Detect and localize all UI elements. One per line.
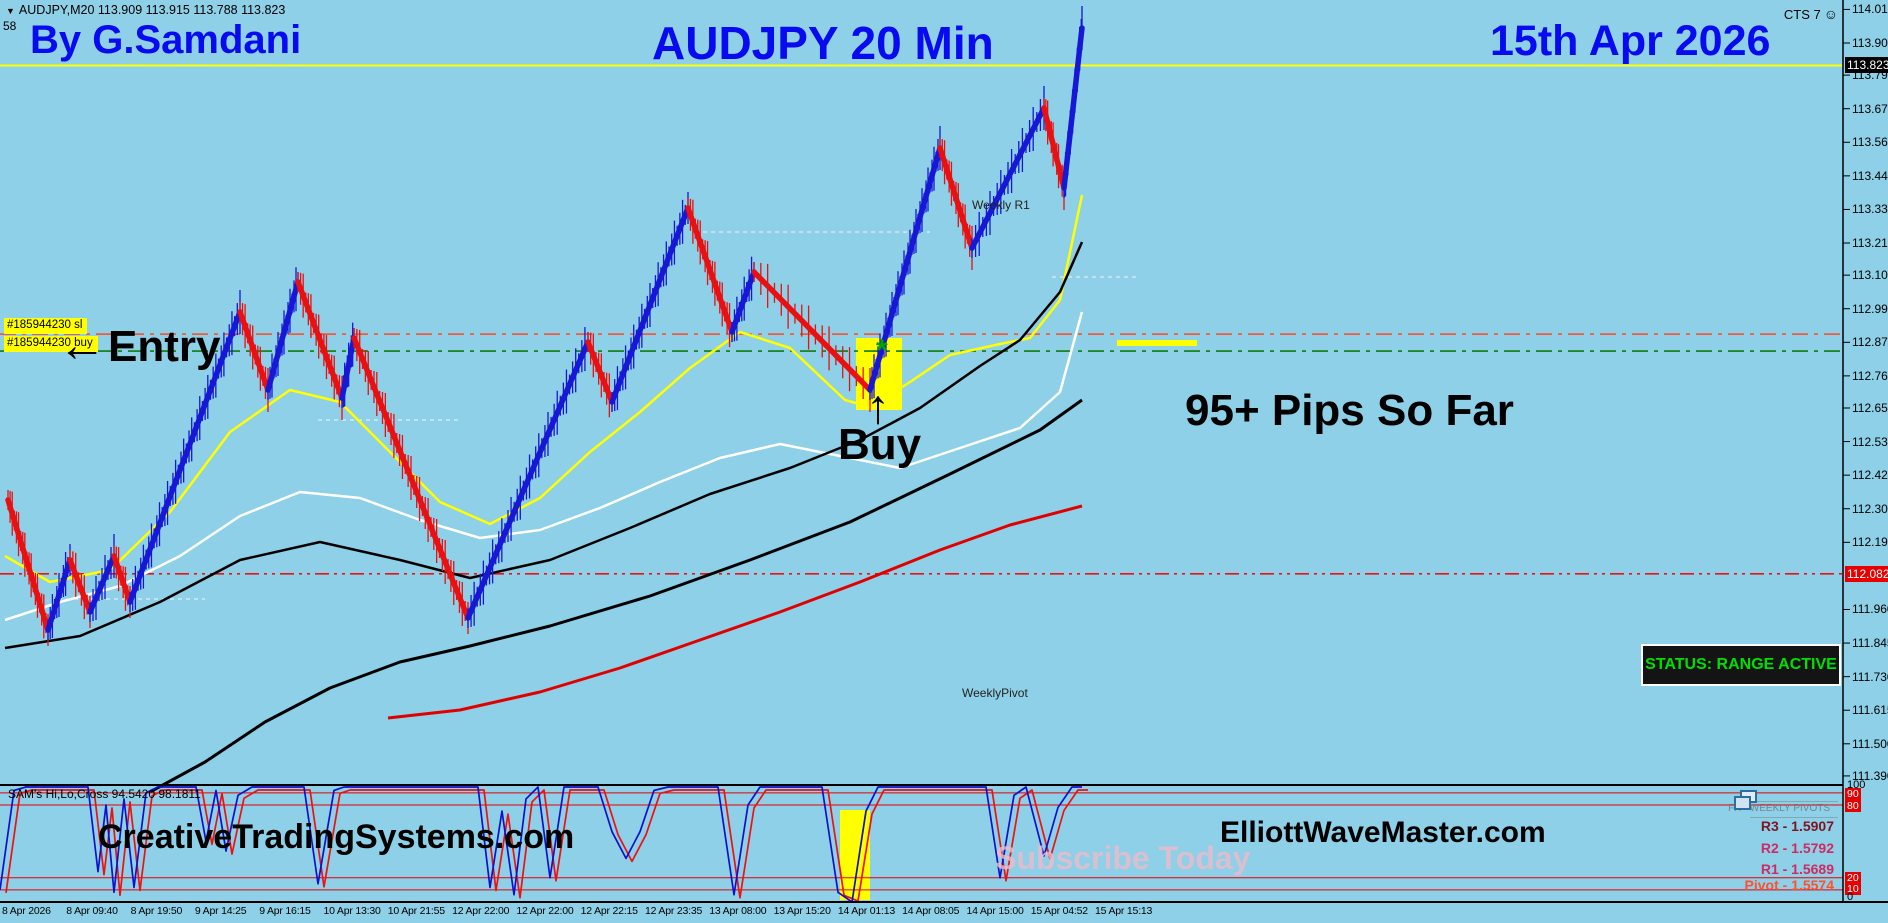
author-title: By G.Samdani xyxy=(30,18,302,62)
price-tick-label: 113.215 xyxy=(1852,236,1888,251)
order-sl-label[interactable]: #185944230 sl xyxy=(4,318,88,334)
dropdown-icon[interactable]: ▼ xyxy=(6,6,15,16)
price-tick-label: 112.420 xyxy=(1852,468,1888,483)
symbol-info[interactable]: ▼ AUDJPY,M20 113.909 113.915 113.788 113.… xyxy=(6,3,285,17)
time-axis-label: 12 Apr 22:00 xyxy=(452,905,510,917)
oscillator-scale-label: 80 xyxy=(1845,800,1861,812)
pivot-level-label: Pivot - 1.5574 xyxy=(1744,877,1835,893)
time-axis-label: 8 Apr 2026 xyxy=(2,905,51,917)
price-tick-label: 111.845 xyxy=(1852,636,1888,651)
watermark-subscribe: Subscribe Today xyxy=(995,840,1251,876)
time-axis-label: 9 Apr 14:25 xyxy=(194,905,247,917)
time-axis-label: 10 Apr 21:55 xyxy=(387,905,445,917)
time-axis-label: 14 Apr 08:05 xyxy=(902,905,960,917)
symbol-ohlc-text: AUDJPY,M20 113.909 113.915 113.788 113.8… xyxy=(18,3,286,17)
time-axis-label: 15 Apr 15:13 xyxy=(1095,905,1153,917)
window-restore-icon[interactable] xyxy=(1733,789,1757,813)
status-badge: STATUS: RANGE ACTIVE xyxy=(1641,644,1841,686)
time-axis-label: 14 Apr 01:13 xyxy=(837,905,896,917)
time-axis-label: 13 Apr 08:00 xyxy=(709,905,767,917)
price-tick-label: 113.790 xyxy=(1852,68,1888,83)
page-title: AUDJPY 20 Min xyxy=(652,17,994,69)
price-tick-label: 112.990 xyxy=(1852,301,1888,316)
price-tick-label: 112.190 xyxy=(1852,535,1888,550)
pivot-price-box: 112.082 xyxy=(1845,565,1888,582)
date-title: 15th Apr 2026 xyxy=(1490,17,1771,65)
price-tick-label: 113.675 xyxy=(1852,101,1888,116)
entry-annotation: ←Entry xyxy=(58,318,220,373)
time-axis-label: 10 Apr 13:30 xyxy=(323,905,381,917)
price-tick-label: 111.390 xyxy=(1852,768,1888,783)
up-arrow-icon: ↑ xyxy=(866,381,890,434)
price-tick-label: 113.560 xyxy=(1852,135,1888,150)
smiley-icon: ☺ xyxy=(1823,6,1838,22)
watermark-left: CreativeTradingSystems.com xyxy=(98,818,575,856)
left-arrow-icon: ← xyxy=(58,319,106,372)
price-tick-label: 112.305 xyxy=(1852,501,1888,516)
time-axis-label: 9 Apr 16:15 xyxy=(259,905,311,917)
cts-indicator-label: CTS 7 ☺ xyxy=(1784,6,1838,22)
watermark-right: ElliottWaveMaster.com xyxy=(1220,816,1546,849)
current-price-box: 113.823 xyxy=(1845,57,1888,74)
cts-text: CTS 7 xyxy=(1783,7,1821,22)
pivot-level-label: R3 - 1.5907 xyxy=(1760,818,1834,834)
time-axis-label: 15 Apr 04:52 xyxy=(1030,905,1088,917)
time-axis-label: 12 Apr 23:35 xyxy=(644,905,703,917)
price-tick-label: 112.650 xyxy=(1852,401,1888,415)
price-tick-label: 113.105 xyxy=(1852,268,1888,283)
price-tick-label: 113.330 xyxy=(1852,202,1888,217)
divider xyxy=(1750,801,1838,802)
time-axis[interactable]: 8 Apr 2026 8 Apr 09:40 8 Apr 19:50 9 Apr 14… xyxy=(2,905,1882,917)
time-axis-label: 12 Apr 22:00 xyxy=(516,905,574,917)
time-axis-label: 8 Apr 09:40 xyxy=(66,905,118,917)
price-tick-label: 111.615 xyxy=(1852,703,1888,718)
buy-text: Buy xyxy=(838,420,922,469)
price-tick-label: 112.535 xyxy=(1852,434,1888,449)
oscillator-scale-label: 0 xyxy=(1847,891,1854,903)
pivot-level-label: R1 - 1.5689 xyxy=(1760,861,1834,877)
oscillator-scale-label: 20 xyxy=(1845,872,1861,884)
entry-text: Entry xyxy=(108,322,221,371)
price-tick-label: 111.960 xyxy=(1852,602,1888,617)
entry-star-marker: * xyxy=(876,334,888,367)
price-tick-label: 111.500 xyxy=(1852,736,1888,751)
price-tick-label: 112.875 xyxy=(1852,335,1888,350)
divider xyxy=(1750,817,1838,818)
pivot-level-label: R2 - 1.5792 xyxy=(1760,840,1834,856)
weekly-pivot-label: WeeklyPivot xyxy=(962,686,1028,700)
time-axis-label: 14 Apr 15:00 xyxy=(966,905,1024,917)
price-tick-label: 111.730 xyxy=(1852,669,1888,684)
time-axis-label: 13 Apr 15:20 xyxy=(773,905,831,917)
price-tick-label: 113.900 xyxy=(1852,36,1888,50)
volume-label: 58 xyxy=(3,19,17,33)
price-tick-label: 114.015 xyxy=(1852,2,1888,17)
pivots-title: FX - WEEKLY PIVOTS xyxy=(1728,803,1830,814)
oscillator-scale-label: 90 xyxy=(1845,788,1861,800)
oscillator-indicator-label: SAM's Hi,Lo,Cross 94.5420 98.1811 xyxy=(8,787,201,801)
time-axis-label: 8 Apr 19:50 xyxy=(130,905,183,917)
weekly-r1-label: Weekly R1 xyxy=(972,198,1030,212)
pips-annotation: 95+ Pips So Far xyxy=(1185,386,1514,435)
status-text: STATUS: RANGE ACTIVE xyxy=(1645,656,1837,673)
price-tick-label: 113.445 xyxy=(1852,168,1888,183)
time-axis-label: 12 Apr 22:15 xyxy=(580,905,638,917)
price-tick-label: 112.760 xyxy=(1852,368,1888,383)
order-buy-label[interactable]: #185944230 buy xyxy=(4,336,98,352)
oscillator-scale-label: 10 xyxy=(1845,883,1861,895)
